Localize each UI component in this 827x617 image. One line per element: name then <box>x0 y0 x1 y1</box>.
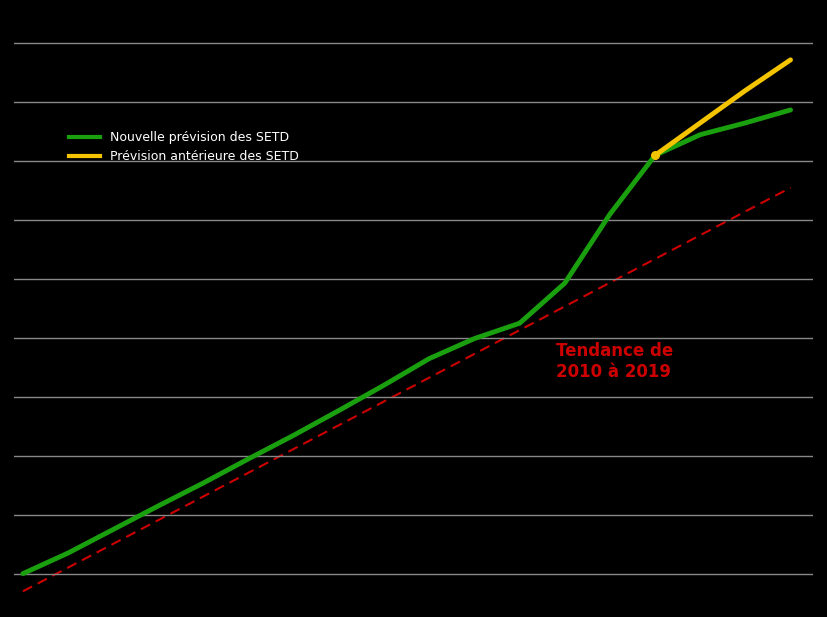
Text: Tendance de
2010 à 2019: Tendance de 2010 à 2019 <box>556 342 673 381</box>
Legend: Nouvelle prévision des SETD, Prévision antérieure des SETD: Nouvelle prévision des SETD, Prévision a… <box>65 126 304 168</box>
Point <box>648 151 662 160</box>
